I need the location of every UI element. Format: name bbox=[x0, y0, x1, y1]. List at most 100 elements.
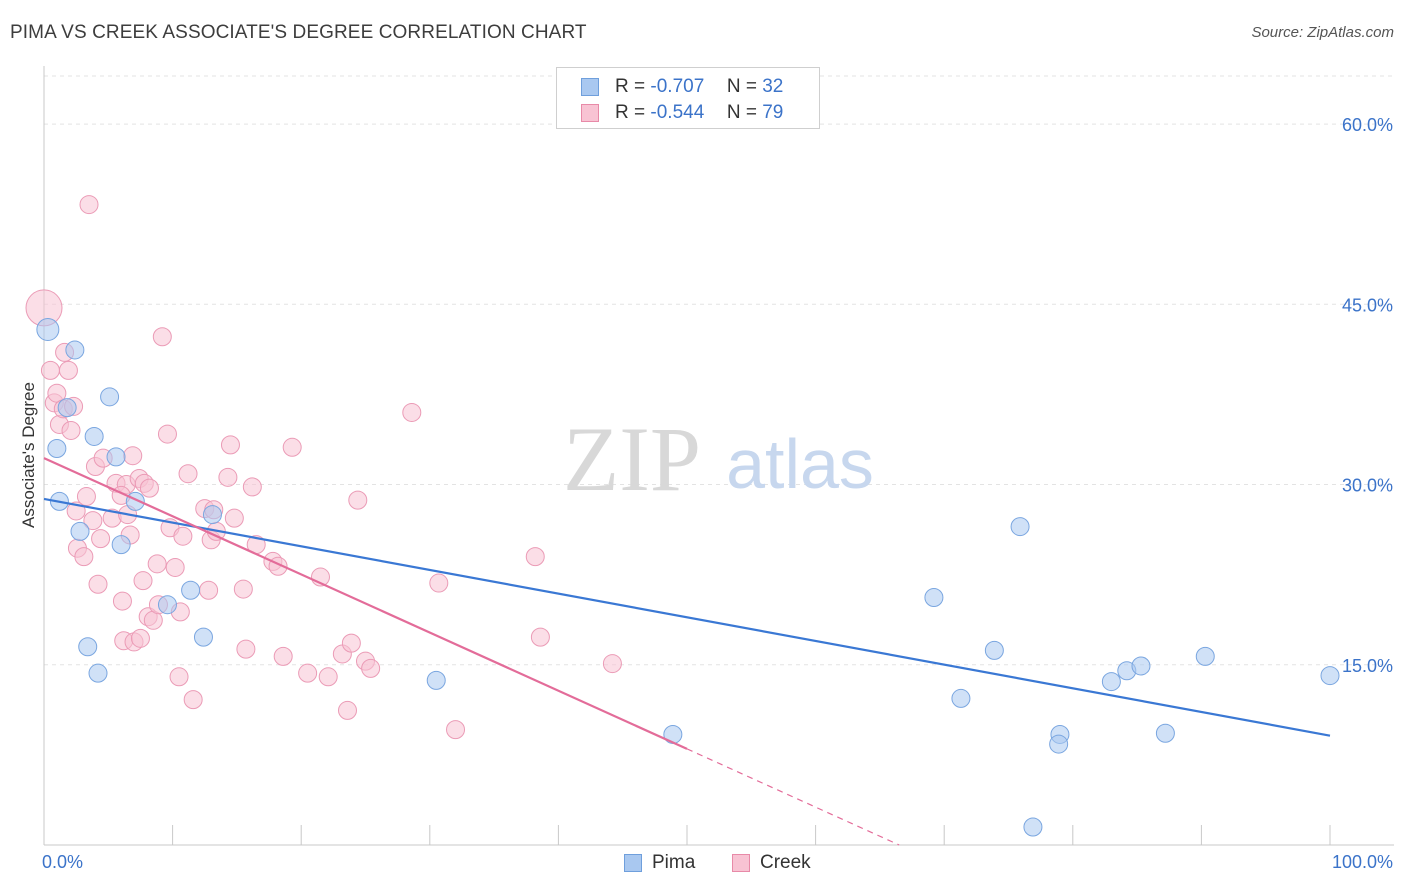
creek-point bbox=[79, 195, 99, 215]
r-value: -0.707 bbox=[650, 76, 705, 97]
pima-regression-line bbox=[43, 497, 1331, 737]
creek-point bbox=[139, 478, 159, 498]
creek-point bbox=[273, 646, 293, 666]
creek-point bbox=[58, 360, 78, 380]
creek-point bbox=[446, 720, 466, 740]
creek-point bbox=[165, 557, 185, 577]
creek-point bbox=[402, 402, 422, 422]
creek-point bbox=[233, 579, 253, 599]
creek-point bbox=[147, 554, 167, 574]
n-label: N = bbox=[726, 102, 757, 123]
creek-point bbox=[242, 477, 262, 497]
creek-point bbox=[318, 667, 338, 687]
creek-point bbox=[157, 424, 177, 444]
creek-point bbox=[76, 487, 96, 507]
legend-item-creek: Creek bbox=[732, 852, 811, 874]
pima-swatch bbox=[581, 78, 599, 96]
creek-point bbox=[40, 360, 60, 380]
pima-point bbox=[84, 426, 104, 446]
r-value: -0.544 bbox=[650, 102, 705, 123]
pima-point bbox=[951, 688, 971, 708]
legend-item-pima: Pima bbox=[624, 852, 695, 874]
pima-point bbox=[111, 535, 131, 555]
creek-point bbox=[348, 490, 368, 510]
pima-point bbox=[924, 587, 944, 607]
r-label: R = bbox=[615, 102, 646, 123]
creek-point bbox=[525, 547, 545, 567]
watermark-atlas: atlas bbox=[726, 425, 874, 503]
pima-point bbox=[1023, 817, 1043, 837]
pima-point bbox=[181, 580, 201, 600]
creek-regression-line bbox=[43, 457, 688, 750]
creek-point bbox=[88, 574, 108, 594]
r-label: R = bbox=[615, 76, 646, 97]
pima-point bbox=[1155, 723, 1175, 743]
creek-point bbox=[361, 658, 381, 678]
pima-points bbox=[36, 318, 1340, 837]
creek-point bbox=[91, 529, 111, 549]
n-value: 79 bbox=[762, 102, 784, 123]
correlation-legend: R = -0.707 N = 32 R = -0.544 N = 79 bbox=[556, 67, 820, 129]
creek-point bbox=[152, 327, 172, 347]
pima-point bbox=[1320, 666, 1340, 686]
creek-point bbox=[61, 420, 81, 440]
legend-row-pima: R = -0.707 N = 32 bbox=[581, 75, 783, 99]
pima-point bbox=[1195, 646, 1215, 666]
creek-point bbox=[133, 571, 153, 591]
pima-point bbox=[57, 398, 77, 418]
creek-point bbox=[602, 654, 622, 674]
creek-point bbox=[183, 690, 203, 710]
creek-point bbox=[169, 667, 189, 687]
creek-point bbox=[178, 464, 198, 484]
pima-point bbox=[1010, 517, 1030, 537]
pima-legend-swatch bbox=[624, 854, 642, 872]
y-tick-label: 15.0% bbox=[1342, 656, 1393, 676]
pima-point bbox=[100, 387, 120, 407]
creek-legend-swatch bbox=[732, 854, 750, 872]
legend-row-creek: R = -0.544 N = 79 bbox=[581, 101, 783, 125]
x-tick-label: 0.0% bbox=[42, 852, 83, 872]
pima-point bbox=[65, 340, 85, 360]
n-label: N = bbox=[726, 76, 757, 97]
watermark-zip: ZIP bbox=[563, 408, 701, 510]
source-credit: Source: ZipAtlas.com bbox=[1251, 24, 1394, 41]
pima-point bbox=[78, 637, 98, 657]
creek-point bbox=[224, 508, 244, 528]
creek-points bbox=[25, 195, 622, 740]
pima-point bbox=[1131, 656, 1151, 676]
creek-point bbox=[112, 591, 132, 611]
creek-legend-label: Creek bbox=[760, 852, 811, 873]
y-tick-label: 60.0% bbox=[1342, 115, 1393, 135]
creek-point bbox=[282, 437, 302, 457]
tick-labels: 15.0% 30.0% 45.0% 60.0% 0.0% 100.0% bbox=[42, 115, 1393, 872]
pima-point bbox=[70, 521, 90, 541]
pima-point bbox=[984, 640, 1004, 660]
n-value: 32 bbox=[762, 76, 784, 97]
pima-point bbox=[426, 670, 446, 690]
creek-point bbox=[220, 435, 240, 455]
x-tick-label: 100.0% bbox=[1332, 852, 1393, 872]
creek-point bbox=[218, 467, 238, 487]
creek-point bbox=[530, 627, 550, 647]
pima-point bbox=[202, 505, 222, 525]
regression-lines bbox=[43, 457, 1331, 846]
pima-point bbox=[88, 663, 108, 683]
creek-point bbox=[83, 511, 103, 531]
pima-point bbox=[36, 318, 60, 342]
creek-swatch bbox=[581, 104, 599, 122]
creek-point bbox=[337, 700, 357, 720]
creek-point bbox=[199, 580, 219, 600]
creek-regression-extension bbox=[686, 748, 900, 846]
creek-point bbox=[123, 446, 143, 466]
chart-title: PIMA VS CREEK ASSOCIATE'S DEGREE CORRELA… bbox=[10, 22, 587, 43]
pima-point bbox=[157, 595, 177, 615]
creek-point bbox=[130, 628, 150, 648]
pima-point bbox=[47, 438, 67, 458]
series-legend: Pima Creek bbox=[0, 852, 1406, 878]
pima-point bbox=[193, 627, 213, 647]
creek-point bbox=[298, 663, 318, 683]
creek-point bbox=[173, 526, 193, 546]
y-tick-label: 30.0% bbox=[1342, 476, 1393, 496]
pima-point bbox=[1101, 672, 1121, 692]
